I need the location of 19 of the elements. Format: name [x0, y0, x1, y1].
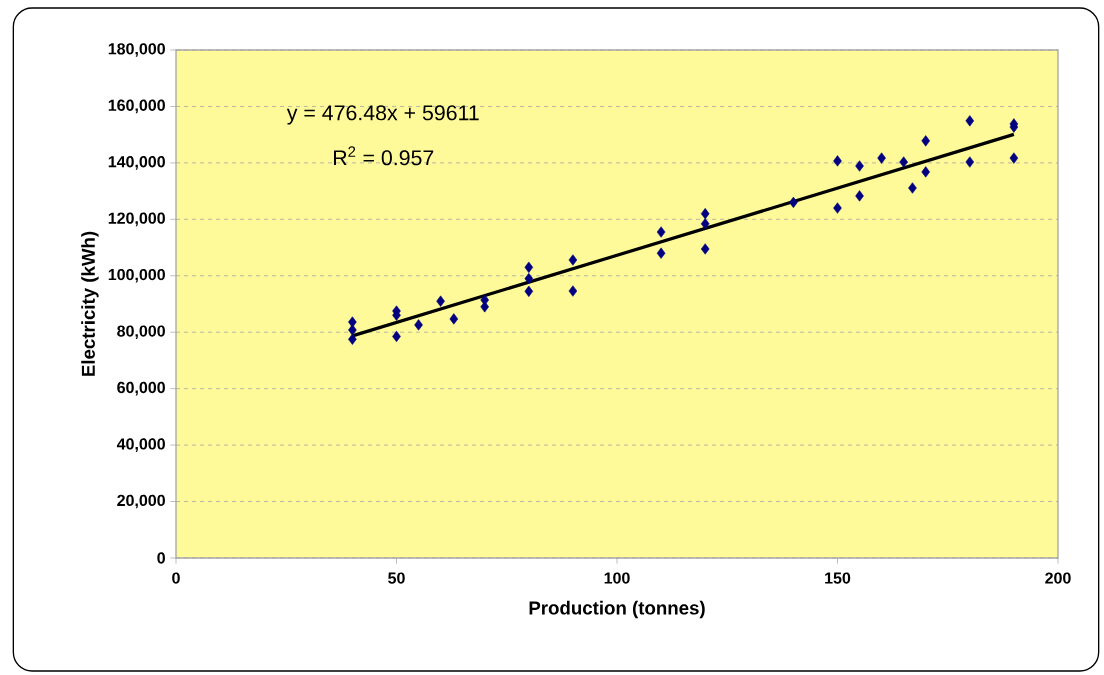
annotation: R$^{2}$ = 0.957	[333, 146, 434, 166]
y-tick-label: 120,000	[108, 212, 165, 227]
y-tick-label: 160,000	[108, 99, 165, 114]
y-tick-label: 20,000	[117, 494, 165, 509]
x-tick-label: 100	[604, 572, 630, 584]
y-tick-label: 60,000	[117, 381, 165, 396]
x-tick-label: 150	[825, 572, 851, 584]
y-tick-label: 140,000	[108, 156, 165, 170]
x-tick-label: 50	[388, 572, 405, 584]
annotation: y = 476.48x + 59611	[286, 105, 479, 125]
x-tick-label: 200	[1045, 572, 1071, 584]
y-tick-label: 40,000	[116, 438, 165, 452]
x-tick-label: 0	[172, 572, 180, 584]
y-tick-label: 180,000	[108, 43, 165, 57]
y-axis-title: Electricity (kWh)	[81, 231, 99, 376]
y-tick-label: 100,000	[108, 268, 165, 283]
y-tick-label: 80,000	[117, 325, 165, 340]
y-tick-label: 0	[157, 552, 165, 564]
x-axis-title: Production (tonnes)	[529, 600, 705, 619]
